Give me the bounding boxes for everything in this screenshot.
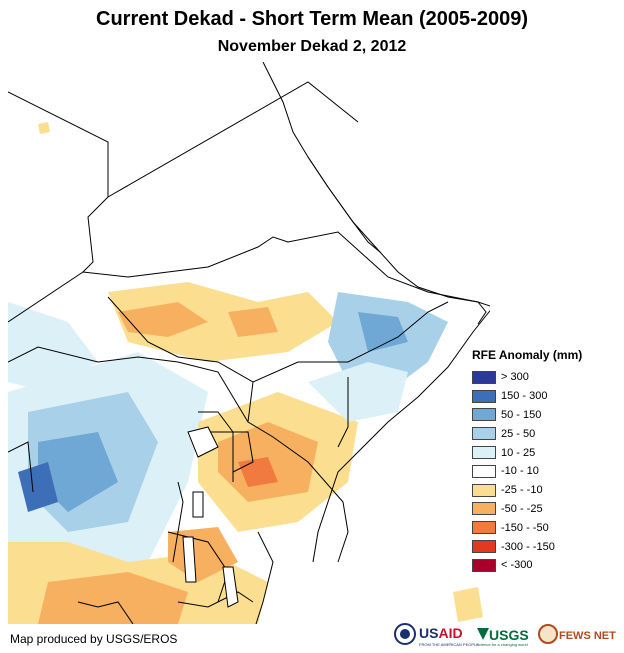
coastline (307, 156, 490, 563)
anomaly-fields (8, 122, 483, 624)
legend-swatch (472, 540, 496, 554)
legend-swatch (472, 558, 496, 572)
legend-item: 50 - 150 (472, 406, 622, 425)
legend-swatch (472, 427, 496, 441)
legend-swatch (472, 464, 496, 478)
legend-item: < -300 (472, 556, 622, 575)
legend-label: 50 - 150 (501, 408, 542, 421)
usgs-tagline: science for a changing world (477, 642, 528, 647)
legend-title: RFE Anomaly (mm) (472, 348, 583, 362)
usgs-wordmark: USGS (489, 627, 529, 643)
legend-item: 25 - 50 (472, 424, 622, 443)
legend-label: 10 - 25 (501, 446, 536, 459)
legend-swatch (472, 370, 496, 384)
legend-item: 10 - 25 (472, 443, 622, 462)
legend-item: 150 - 300 (472, 387, 622, 406)
rainfall-anomaly-map (8, 62, 490, 624)
legend-label: -25 - -10 (501, 484, 543, 497)
legend-swatch (472, 389, 496, 403)
legend-label: -10 - 10 (501, 465, 539, 478)
lakes (182, 426, 239, 608)
legend-swatch (472, 521, 496, 535)
usaid-logo: USAID FROM THE AMERICAN PEOPLE (394, 623, 479, 647)
legend-label: > 300 (501, 371, 529, 384)
legend-item: -10 - 10 (472, 462, 622, 481)
legend-swatch (472, 446, 496, 460)
legend-item: -150 - -50 (472, 518, 622, 537)
country-borders (8, 62, 479, 624)
legend-label: -300 - -150 (501, 540, 555, 553)
legend-items: > 300 150 - 300 50 - 150 25 - 50 10 - 25 -10 … (472, 368, 622, 575)
legend-swatch (472, 502, 496, 516)
page-title: Current Dekad - Short Term Mean (2005-20… (96, 8, 528, 30)
legend-label: -50 - -25 (501, 502, 543, 515)
legend-item: -50 - -25 (472, 500, 622, 519)
page-subtitle: November Dekad 2, 2012 (217, 38, 407, 55)
legend-item: > 300 (472, 368, 622, 387)
legend-label: 150 - 300 (501, 390, 548, 403)
partner-logos: USAID FROM THE AMERICAN PEOPLE USGS scie… (394, 623, 616, 647)
svg-text:USAID: USAID (419, 625, 463, 641)
legend: RFE Anomaly (mm) > 300 150 - 300 50 - 150 2… (472, 348, 622, 575)
legend-label: < -300 (501, 559, 533, 572)
credit-text: Map produced by USGS/EROS (10, 632, 178, 646)
legend-item: -300 - -150 (472, 537, 622, 556)
legend-swatch (472, 483, 496, 497)
fews-net-wordmark: FEWS NET (559, 630, 616, 642)
legend-swatch (472, 408, 496, 422)
usaid-tagline: FROM THE AMERICAN PEOPLE (419, 642, 479, 647)
legend-item: -25 - -10 (472, 481, 622, 500)
legend-label: -150 - -50 (501, 521, 549, 534)
usgs-logo: USGS science for a changing world (477, 627, 529, 647)
fews-net-logo: FEWS NET (538, 624, 616, 644)
legend-label: 25 - 50 (501, 427, 536, 440)
